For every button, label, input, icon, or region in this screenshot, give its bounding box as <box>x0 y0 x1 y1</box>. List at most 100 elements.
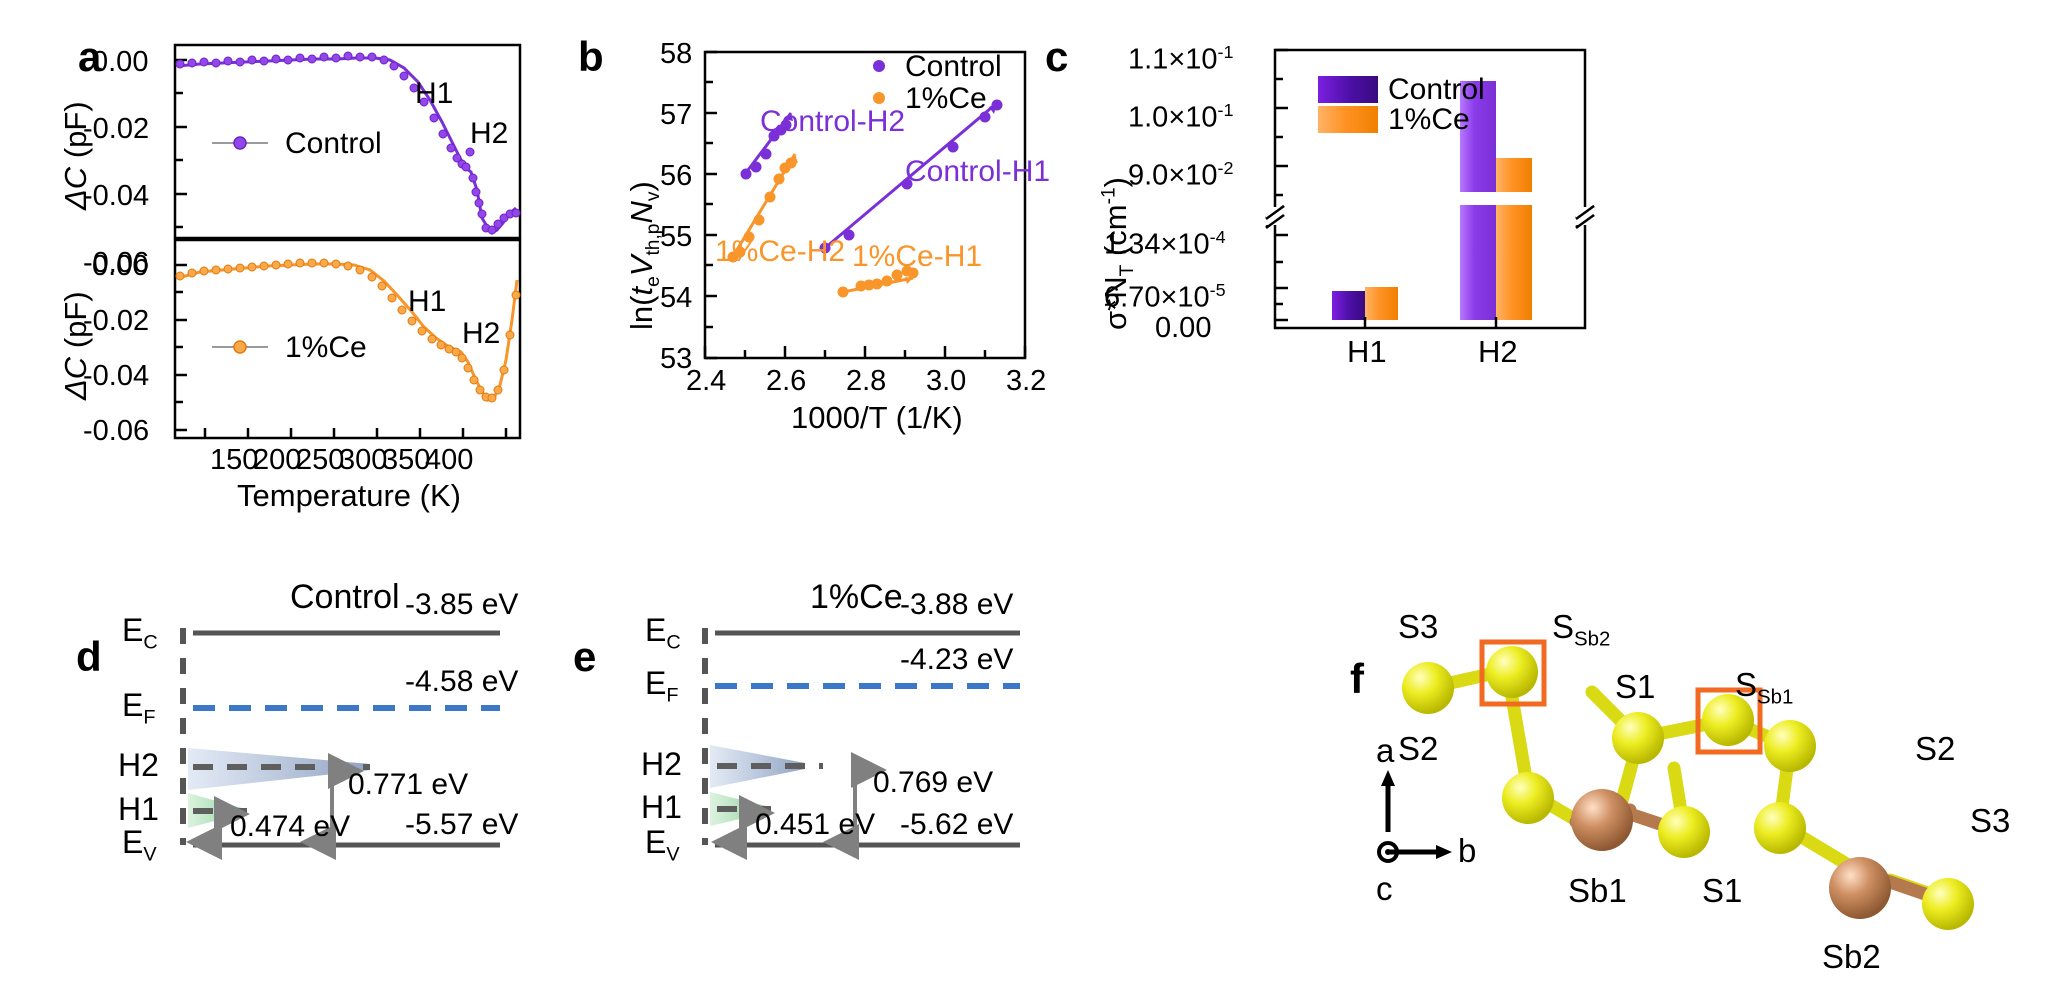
panel-d-value-ev: -5.57 eV <box>405 808 519 841</box>
panel-d-label: d <box>76 633 102 680</box>
panel-f-atom-sb2: Sb2 <box>1822 938 1881 975</box>
panel-d: d Control <box>40 578 560 910</box>
panel-a-xtick-1: 200 <box>253 444 302 476</box>
panel-d-value-ef: -4.58 eV <box>405 665 519 698</box>
panel-b-ytick-3: 56 <box>660 160 693 192</box>
panel-f: f <box>1330 570 2048 990</box>
ev-sub: V <box>666 843 680 866</box>
panel-d-value-ec: -3.85 eV <box>405 588 519 621</box>
ytick-u1-text: 1.0×10 <box>1128 101 1218 134</box>
panel-c-ytick-u2: 9.0×10-2 <box>1128 158 1234 193</box>
ytick-u1-exp: -1 <box>1217 100 1234 120</box>
panel-b-anno-ce-h1: 1%Ce-H1 <box>852 240 983 273</box>
panel-e: e 1%Ce E <box>555 578 1075 910</box>
ef-sub: F <box>666 684 679 707</box>
panel-d-level-ec: EC <box>122 612 158 654</box>
panel-a-ytick-top-1: -0.02 <box>83 113 150 145</box>
panel-f-structure <box>1377 639 1974 930</box>
panel-e-label: e <box>573 633 597 680</box>
panel-a-peak-h2-top: H2 <box>470 117 509 150</box>
panel-b-ytick-4: 57 <box>660 99 693 131</box>
panel-b-anno-ce-h2: 1%Ce-H2 <box>715 235 846 268</box>
panel-c-ytick-u0: 1.1×10-1 <box>1128 42 1234 77</box>
panel-e-level-ef: EF <box>645 665 678 707</box>
ef-symbol: E <box>645 665 667 701</box>
panel-e-value-ef: -4.23 eV <box>900 643 1014 676</box>
panel-f-atom-s3-left: S3 <box>1398 608 1439 645</box>
ec-symbol: E <box>645 612 667 648</box>
ec-sub: C <box>666 631 681 654</box>
panel-b-xtick-0: 2.4 <box>686 365 727 397</box>
panel-f-axis-a: a <box>1376 732 1395 769</box>
panel-c-ytick-l1: 6.70×10-5 <box>1104 280 1226 315</box>
panel-e-level-ev: EV <box>645 824 680 866</box>
ec-symbol: E <box>122 612 144 648</box>
panel-c-xtick-h1: H1 <box>1347 334 1387 369</box>
panel-e-arrow-label-1: 0.769 eV <box>873 766 994 799</box>
ev-symbol: E <box>645 824 667 860</box>
panel-c-ytick-l2: 0.00 <box>1155 312 1212 344</box>
panel-b-ytick-1: 54 <box>660 282 693 314</box>
panel-c: c σ*NT (cm-1) 1.1×10-1 1.0×10-1 9.0×10-2… <box>1045 0 1620 520</box>
panel-b-legend-ce: 1%Ce <box>905 82 987 115</box>
panel-b-xtick-4: 3.2 <box>1006 365 1047 397</box>
panel-d-level-h2: H2 <box>118 747 159 783</box>
panel-e-title: 1%Ce <box>810 578 903 616</box>
panel-a-xtick-5: 400 <box>425 444 474 476</box>
panel-a-xtick-2: 250 <box>296 444 345 476</box>
panel-d-level-ev: EV <box>122 824 157 866</box>
ytick-u2-text: 9.0×10 <box>1128 159 1218 192</box>
ssb1-sub: Sb1 <box>1757 685 1794 709</box>
ssb2-base: S <box>1552 608 1575 645</box>
panel-e-level-h1: H1 <box>641 789 682 825</box>
panel-b-ytick-5: 58 <box>660 38 693 70</box>
ec-sub: C <box>143 631 158 654</box>
ev-sub: V <box>143 843 157 866</box>
panel-a-xtick-3: 300 <box>339 444 388 476</box>
ssb1-base: S <box>1735 666 1758 703</box>
ef-sub: F <box>143 706 156 729</box>
panel-f-atom-s1-top: S1 <box>1615 668 1656 705</box>
panel-e-level-h2: H2 <box>641 746 682 782</box>
panel-b-legend-control: Control <box>905 50 1002 83</box>
ytick-l1-text: 6.70×10 <box>1104 281 1210 314</box>
panel-d-arrow-label-1: 0.771 eV <box>348 768 469 801</box>
ytick-u2-exp: -2 <box>1217 158 1234 178</box>
ytick-u0-text: 1.1×10 <box>1128 43 1218 76</box>
panel-f-vacancy-ssb2: SSb2 <box>1552 608 1610 652</box>
panel-a-peak-h1-top: H1 <box>415 77 454 110</box>
panel-a-ytick-bot-1: -0.02 <box>83 305 150 337</box>
panel-a-label: a <box>78 33 102 80</box>
panel-c-plot <box>1265 48 1595 330</box>
panel-d-level-ef: EF <box>122 687 155 729</box>
panel-a-legend-ce: 1%Ce <box>285 331 367 364</box>
ev-symbol: E <box>122 824 144 860</box>
ssb2-sub: Sb2 <box>1574 627 1611 651</box>
ytick-u0-exp: -1 <box>1217 42 1234 62</box>
panel-f-vacancy-ssb1: SSb1 <box>1735 666 1793 710</box>
panel-a-ytick-bot-3: -0.06 <box>83 415 150 447</box>
panel-b-xtick-1: 2.6 <box>766 365 807 397</box>
panel-f-atom-s2-left: S2 <box>1398 730 1439 767</box>
panel-a-peak-h2-bot: H2 <box>462 317 501 350</box>
panel-b-ytick-2: 55 <box>660 221 693 253</box>
panel-b-xlabel: 1000/T (1/K) <box>791 400 963 435</box>
panel-b-plot <box>703 50 1027 360</box>
panel-e-level-ec: EC <box>645 612 681 654</box>
ytick-l0-exp: -4 <box>1209 227 1226 247</box>
panel-a-ytick-top-3: -0.06 <box>83 247 150 279</box>
panel-c-legend-control: Control <box>1388 73 1485 106</box>
panel-a-xtick-4: 350 <box>382 444 431 476</box>
panel-c-ytick-u1: 1.0×10-1 <box>1128 100 1234 135</box>
panel-c-label: c <box>1045 33 1069 80</box>
panel-a-xtick-0: 150 <box>210 444 259 476</box>
panel-f-label: f <box>1350 655 1364 702</box>
panel-d-title: Control <box>290 578 400 616</box>
panel-a-ytick-top-2: -0.04 <box>83 180 150 212</box>
panel-a-ytick-bot-0: 0.00 <box>92 250 149 282</box>
panel-f-atom-s2-right: S2 <box>1915 730 1956 767</box>
panel-f-atom-sb1: Sb1 <box>1568 872 1627 909</box>
panel-b-xtick-3: 3.0 <box>926 365 967 397</box>
panel-f-axis-c: c <box>1376 870 1393 907</box>
panel-a-peak-h1-bot: H1 <box>408 285 447 318</box>
